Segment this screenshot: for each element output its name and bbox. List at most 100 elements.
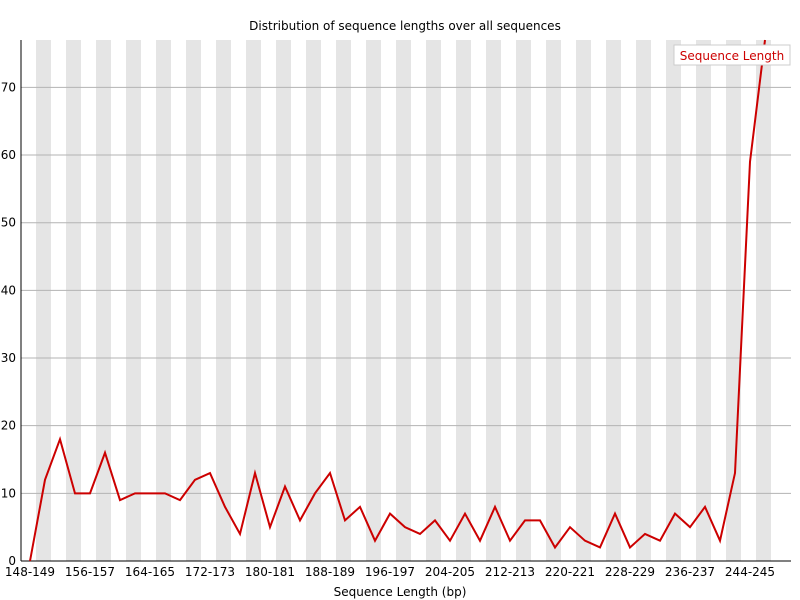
data-point xyxy=(599,546,601,548)
plot-band xyxy=(306,40,321,561)
x-tick-label: 236-237 xyxy=(665,565,715,579)
data-point xyxy=(359,506,361,508)
plot-band xyxy=(486,40,501,561)
data-point xyxy=(644,533,646,535)
plot-band xyxy=(276,40,291,561)
data-point xyxy=(704,506,706,508)
data-point xyxy=(554,546,556,548)
data-point xyxy=(104,452,106,454)
x-axis-ticks: 148-149 156-157 164-165 172-173 180-181 188-1… xyxy=(5,565,775,579)
plot-band xyxy=(516,40,531,561)
plot-band xyxy=(156,40,171,561)
plot-band xyxy=(186,40,201,561)
axes xyxy=(20,40,791,562)
plot-band xyxy=(66,40,81,561)
data-point xyxy=(734,472,736,474)
data-point xyxy=(239,533,241,535)
plot-band xyxy=(456,40,471,561)
x-tick-label: 148-149 xyxy=(5,565,55,579)
data-point xyxy=(674,513,676,515)
data-point xyxy=(689,526,691,528)
data-point xyxy=(389,513,391,515)
plot-band xyxy=(636,40,651,561)
x-tick-label: 212-213 xyxy=(485,565,535,579)
legend-box xyxy=(673,44,791,66)
data-point xyxy=(479,540,481,542)
data-point xyxy=(539,519,541,521)
y-axis-ticks: 0 10 20 30 40 50 60 70 xyxy=(1,80,16,568)
y-tick-label: 70 xyxy=(1,80,16,94)
data-point xyxy=(629,546,631,548)
data-point xyxy=(569,526,571,528)
series-line xyxy=(29,39,766,562)
data-point xyxy=(89,492,91,494)
plot-band xyxy=(606,40,621,561)
plot-band xyxy=(246,40,261,561)
data-point xyxy=(659,540,661,542)
data-point xyxy=(254,472,256,474)
x-tick-label: 220-221 xyxy=(545,565,595,579)
x-tick-label: 244-245 xyxy=(725,565,775,579)
x-axis-label: Sequence Length (bp) xyxy=(334,585,467,599)
data-point xyxy=(164,492,166,494)
data-point xyxy=(149,492,151,494)
data-point xyxy=(179,499,181,501)
data-point xyxy=(314,492,316,494)
data-point xyxy=(404,526,406,528)
data-point xyxy=(59,438,61,440)
plot-band xyxy=(216,40,231,561)
chart-title: Distribution of sequence lengths over al… xyxy=(249,19,561,33)
data-point xyxy=(764,39,766,41)
data-point xyxy=(464,513,466,515)
data-point xyxy=(419,533,421,535)
data-point xyxy=(29,560,31,562)
y-tick-label: 10 xyxy=(1,486,16,500)
plot-band xyxy=(696,40,711,561)
x-tick-label: 156-157 xyxy=(65,565,115,579)
data-point xyxy=(719,540,721,542)
grid-lines xyxy=(21,86,791,494)
data-point xyxy=(299,519,301,521)
legend-label: Sequence Length xyxy=(680,49,784,63)
plot-band xyxy=(576,40,591,561)
data-point xyxy=(134,492,136,494)
plot-band xyxy=(546,40,561,561)
data-point xyxy=(434,519,436,521)
y-tick-label: 0 xyxy=(8,554,16,568)
plot-band xyxy=(366,40,381,561)
data-point xyxy=(524,519,526,521)
data-point xyxy=(449,540,451,542)
data-point xyxy=(614,513,616,515)
data-point xyxy=(209,472,211,474)
data-point xyxy=(494,506,496,508)
data-point xyxy=(344,519,346,521)
data-point xyxy=(194,479,196,481)
y-tick-label: 20 xyxy=(1,419,16,433)
plot-band xyxy=(126,40,141,561)
data-point xyxy=(584,540,586,542)
data-point xyxy=(749,161,751,163)
data-point xyxy=(284,486,286,488)
plot-band xyxy=(96,40,111,561)
x-tick-label: 228-229 xyxy=(605,565,655,579)
plot-band xyxy=(426,40,441,561)
y-tick-label: 50 xyxy=(1,216,16,230)
plot-band xyxy=(36,40,51,561)
x-tick-label: 164-165 xyxy=(125,565,175,579)
data-point xyxy=(119,499,121,501)
data-point xyxy=(74,492,76,494)
data-point xyxy=(329,472,331,474)
data-point xyxy=(374,540,376,542)
y-tick-label: 40 xyxy=(1,283,16,297)
plot-area xyxy=(36,40,771,561)
y-tick-label: 30 xyxy=(1,351,16,365)
x-tick-label: 172-173 xyxy=(185,565,235,579)
plot-band xyxy=(396,40,411,561)
data-point xyxy=(224,506,226,508)
x-tick-label: 188-189 xyxy=(305,565,355,579)
plot-band xyxy=(336,40,351,561)
series-group xyxy=(29,39,766,562)
y-tick-label: 60 xyxy=(1,148,16,162)
data-point xyxy=(44,479,46,481)
